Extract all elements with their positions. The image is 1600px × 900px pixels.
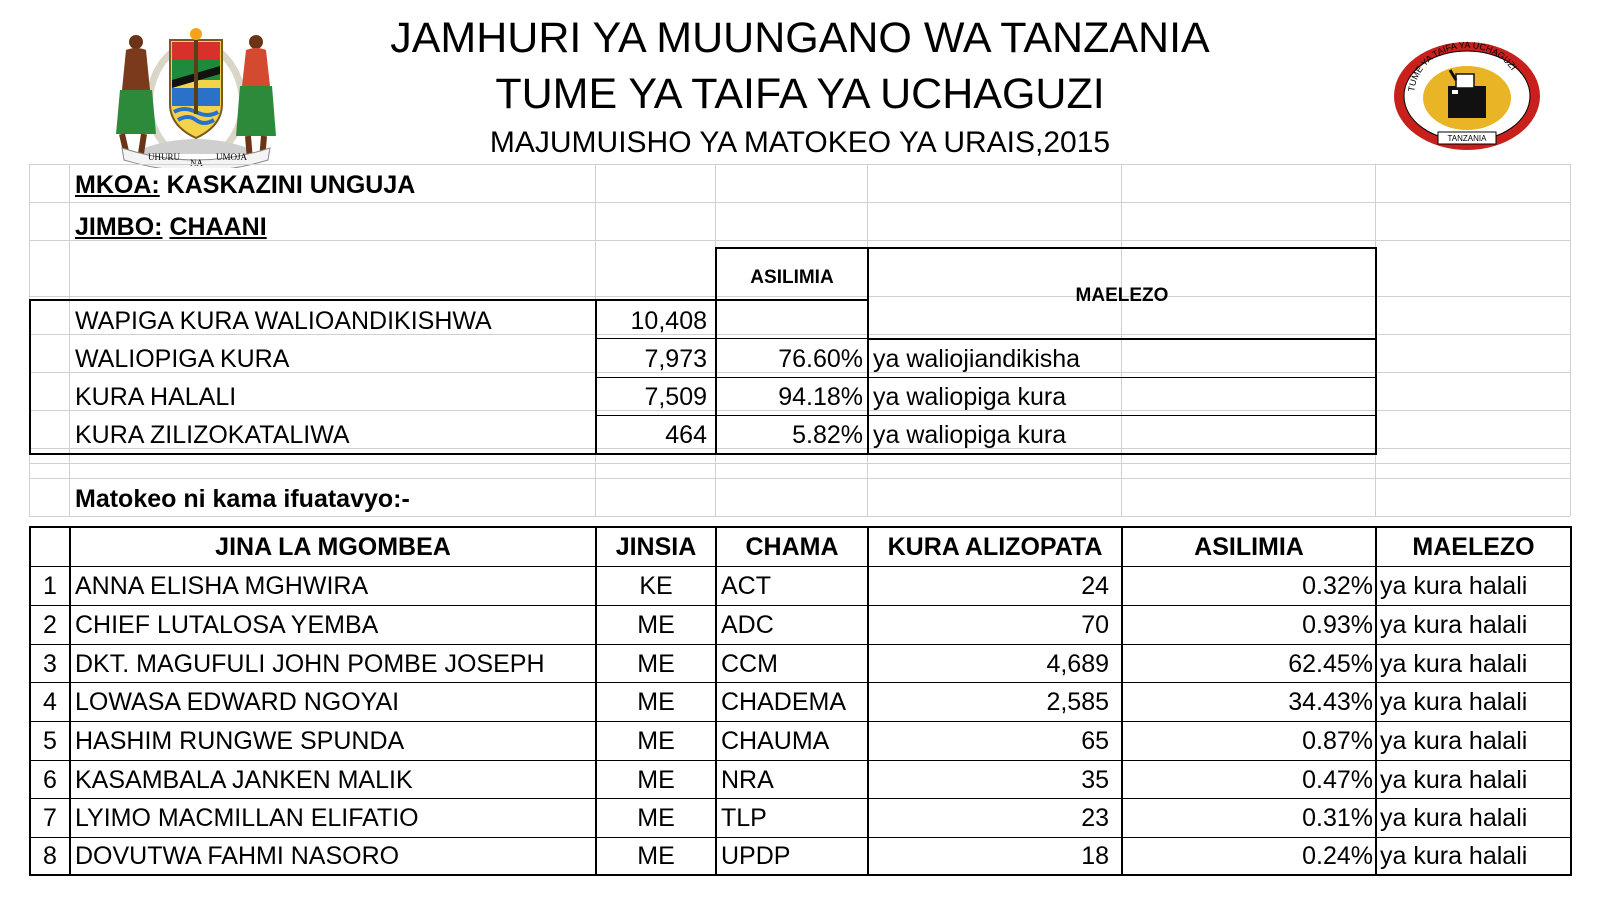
candidate-votes: 24 <box>1081 572 1109 600</box>
page-title: JAMHURI YA MUUNGANO WA TANZANIA <box>390 14 1210 62</box>
candidate-party: TLP <box>721 804 767 832</box>
candidate-gender: ME <box>637 842 675 870</box>
nec-logo: TUME YA TAIFA YA UCHAGUZI TANZANIA <box>1394 40 1540 150</box>
summary-value: 7,973 <box>644 345 707 373</box>
row-number: 1 <box>43 572 57 600</box>
candidate-note: ya kura halali <box>1380 804 1528 832</box>
candidate-votes: 23 <box>1081 804 1109 832</box>
svg-text:NA: NA <box>190 158 203 168</box>
candidate-percent: 0.24% <box>1302 842 1373 870</box>
summary-note: ya waliopiga kura <box>873 383 1067 411</box>
row-number: 2 <box>43 611 57 639</box>
svg-text:UMOJA: UMOJA <box>216 152 248 162</box>
candidate-percent: 0.31% <box>1302 804 1373 832</box>
candidate-note: ya kura halali <box>1380 727 1528 755</box>
candidate-name: LYIMO MACMILLAN ELIFATIO <box>75 804 419 832</box>
candidate-name: DOVUTWA FAHMI NASORO <box>75 842 400 870</box>
candidate-name: HASHIM RUNGWE SPUNDA <box>75 727 405 755</box>
constituency-value: CHAANI <box>169 213 267 241</box>
column-header-notes: MAELEZO <box>1412 533 1535 561</box>
candidate-name: LOWASA EDWARD NGOYAI <box>75 688 400 716</box>
row-number: 4 <box>43 688 57 716</box>
candidate-party: ACT <box>721 572 771 600</box>
summary-label: WAPIGA KURA WALIOANDIKISHWA <box>75 307 492 335</box>
candidate-name: CHIEF LUTALOSA YEMBA <box>75 611 379 639</box>
candidate-votes: 2,585 <box>1046 688 1109 716</box>
results-intro: Matokeo ni kama ifuatavyo:- <box>75 485 410 513</box>
candidate-note: ya kura halali <box>1380 572 1528 600</box>
candidate-gender: KE <box>639 572 673 600</box>
candidate-note: ya kura halali <box>1380 611 1528 639</box>
candidate-percent: 0.93% <box>1302 611 1373 639</box>
candidate-gender: ME <box>637 804 675 832</box>
candidate-gender: ME <box>637 766 675 794</box>
summary-value: 464 <box>665 421 707 449</box>
svg-text:UHURU: UHURU <box>148 152 181 162</box>
candidate-gender: ME <box>637 688 675 716</box>
candidate-party: CCM <box>721 650 778 678</box>
candidate-party: UPDP <box>721 842 791 870</box>
candidate-note: ya kura halali <box>1380 766 1528 794</box>
candidate-votes: 4,689 <box>1046 650 1109 678</box>
row-number: 3 <box>43 650 57 678</box>
candidate-percent: 0.87% <box>1302 727 1373 755</box>
region-value: KASKAZINI UNGUJA <box>166 171 416 199</box>
candidate-percent: 0.32% <box>1302 572 1373 600</box>
candidate-percent: 34.43% <box>1288 688 1373 716</box>
candidate-name: ANNA ELISHA MGHWIRA <box>75 572 369 600</box>
svg-text:TANZANIA: TANZANIA <box>1448 134 1488 143</box>
candidate-gender: ME <box>637 650 675 678</box>
summary-note: ya waliojiandikisha <box>873 345 1081 373</box>
candidate-note: ya kura halali <box>1380 688 1528 716</box>
candidate-party: NRA <box>721 766 774 794</box>
summary-value: 7,509 <box>644 383 707 411</box>
candidate-votes: 65 <box>1081 727 1109 755</box>
summary-percent-header: ASILIMIA <box>750 267 834 288</box>
row-number: 8 <box>43 842 57 870</box>
column-header-name: JINA LA MGOMBEA <box>215 533 451 561</box>
candidate-gender: ME <box>637 611 675 639</box>
column-header-party: CHAMA <box>745 533 839 561</box>
candidate-percent: 62.45% <box>1288 650 1373 678</box>
candidate-party: CHAUMA <box>721 727 830 755</box>
coat-of-arms-emblem: UHURU NA UMOJA <box>116 28 276 168</box>
candidate-note: ya kura halali <box>1380 842 1528 870</box>
summary-label: WALIOPIGA KURA <box>75 345 290 373</box>
candidate-party: ADC <box>721 611 774 639</box>
summary-notes-header: MAELEZO <box>1075 285 1169 306</box>
region-row: MKOA: KASKAZINI UNGUJA <box>75 166 415 204</box>
candidate-votes: 70 <box>1081 611 1109 639</box>
page-subtitle: TUME YA TAIFA YA UCHAGUZI <box>495 70 1105 118</box>
summary-percent: 5.82% <box>792 421 863 449</box>
candidate-votes: 18 <box>1081 842 1109 870</box>
column-header-votes: KURA ALIZOPATA <box>887 533 1103 561</box>
summary-value: 10,408 <box>630 307 707 335</box>
summary-percent: 94.18% <box>778 383 863 411</box>
constituency-label: JIMBO: <box>75 213 163 241</box>
column-header-percent: ASILIMIA <box>1194 533 1304 561</box>
summary-label: KURA ZILIZOKATALIWA <box>75 421 350 449</box>
row-number: 7 <box>43 804 57 832</box>
region-label: MKOA: <box>75 171 160 199</box>
candidate-note: ya kura halali <box>1380 650 1528 678</box>
column-header-gender: JINSIA <box>615 533 697 561</box>
candidate-gender: ME <box>637 727 675 755</box>
candidate-votes: 35 <box>1081 766 1109 794</box>
candidate-party: CHADEMA <box>721 688 847 716</box>
row-number: 5 <box>43 727 57 755</box>
report-title: MAJUMUISHO YA MATOKEO YA URAIS,2015 <box>489 126 1111 159</box>
candidate-name: KASAMBALA JANKEN MALIK <box>75 766 413 794</box>
summary-label: KURA HALALI <box>75 383 237 411</box>
constituency-row: JIMBO: CHAANI <box>75 208 267 246</box>
summary-note: ya waliopiga kura <box>873 421 1067 449</box>
row-number: 6 <box>43 766 57 794</box>
candidate-name: DKT. MAGUFULI JOHN POMBE JOSEPH <box>75 650 545 678</box>
candidate-percent: 0.47% <box>1302 766 1373 794</box>
summary-percent: 76.60% <box>778 345 863 373</box>
